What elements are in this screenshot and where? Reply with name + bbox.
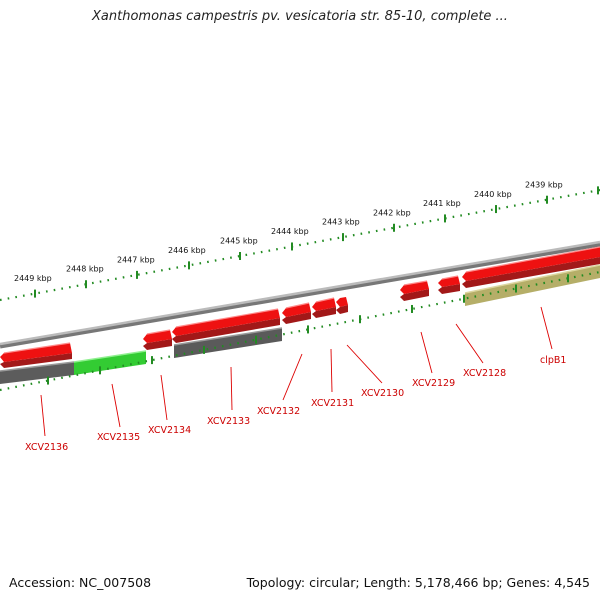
gene-callout-line <box>330 348 333 393</box>
feature-bar-olive[interactable] <box>465 265 600 306</box>
reverse-strand-features <box>0 264 600 384</box>
gene-callout-line <box>230 366 233 411</box>
scale-label-kbp: 2445 kbp <box>220 236 258 245</box>
scale-label-kbp: 2447 kbp <box>117 255 155 264</box>
gene-callout-line <box>282 353 303 401</box>
feature-bar-green[interactable] <box>74 351 146 375</box>
gene-callout-line <box>346 344 383 384</box>
gene-label-xcv2131[interactable]: XCV2131 <box>311 398 354 409</box>
gene-callout-line <box>111 383 121 428</box>
gene-label-xcv2129[interactable]: XCV2129 <box>412 378 455 389</box>
gene-arrow-xcv2129[interactable] <box>400 281 429 294</box>
scale-label-kbp: 2442 kbp <box>373 208 411 217</box>
gene-label-xcv2135[interactable]: XCV2135 <box>97 432 140 443</box>
gene-label-xcv2130[interactable]: XCV2130 <box>361 388 404 399</box>
gene-arrow-xcv2130[interactable] <box>336 297 348 307</box>
gene-arrow-clpb1[interactable] <box>462 247 600 281</box>
feature-bar-gray-left[interactable] <box>0 362 74 384</box>
gene-label-xcv2136[interactable]: XCV2136 <box>25 442 68 453</box>
scale-label-kbp: 2440 kbp <box>474 190 512 199</box>
outer-scale-dots <box>0 188 600 302</box>
gene-arrow-xcv2134[interactable] <box>143 330 172 343</box>
forward-strand-genes <box>0 246 600 368</box>
scale-label-kbp: 2449 kbp <box>14 274 52 283</box>
gene-labels: XCV2136 XCV2135 XCV2134 XCV2133 XCV2132 … <box>25 355 566 453</box>
scale-label-kbp: 2441 kbp <box>423 199 461 208</box>
gene-label-xcv2133[interactable]: XCV2133 <box>207 416 250 427</box>
feature-bar-gray-middle[interactable] <box>174 328 282 358</box>
backbone-ring <box>0 240 600 346</box>
gene-callout-line <box>420 331 433 374</box>
map-title: Xanthomonas campestris pv. vesicatoria s… <box>92 9 508 24</box>
backbone-shadow <box>0 241 600 349</box>
scale-label-kbp: 2446 kbp <box>168 246 206 255</box>
gene-arrow-xcv2136[interactable] <box>0 343 72 362</box>
gene-callout-line <box>540 306 553 350</box>
outer-scale-labels: 2449 kbp 2448 kbp 2447 kbp 2446 kbp 2445 kbp… <box>14 180 563 283</box>
gene-label-xcv2134[interactable]: XCV2134 <box>148 425 191 436</box>
gene-callout-line <box>455 323 484 364</box>
gene-label-xcv2132[interactable]: XCV2132 <box>257 406 300 417</box>
gene-callout-line <box>40 394 46 437</box>
gene-arrow-xcv2131[interactable] <box>312 298 336 311</box>
genome-stats-text: Topology: circular; Length: 5,178,466 bp… <box>246 575 590 590</box>
scale-label-kbp: 2448 kbp <box>66 265 104 274</box>
gene-label-clpb1[interactable]: clpB1 <box>540 355 566 366</box>
scale-label-kbp: 2439 kbp <box>525 180 563 189</box>
inner-scale-major-ticks <box>47 274 569 385</box>
gene-arrow-xcv2133[interactable] <box>172 309 280 336</box>
accession-text: Accession: NC_007508 <box>9 575 152 590</box>
scale-label-kbp: 2444 kbp <box>271 227 309 236</box>
gene-arrow-xcv2132[interactable] <box>282 303 311 317</box>
outer-scale-major-ticks <box>34 186 599 298</box>
gene-callout-lines <box>40 306 553 437</box>
scale-label-kbp: 2443 kbp <box>322 218 360 227</box>
gene-callout-line <box>160 374 168 421</box>
gene-label-xcv2128[interactable]: XCV2128 <box>463 368 506 379</box>
